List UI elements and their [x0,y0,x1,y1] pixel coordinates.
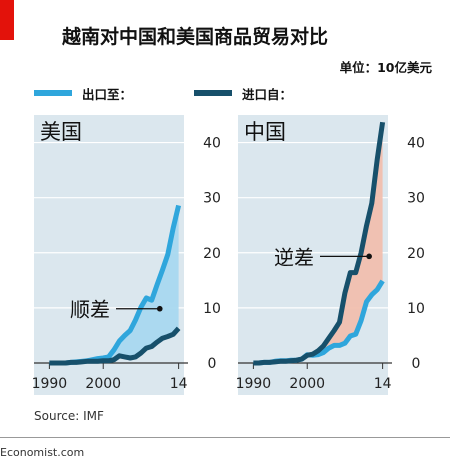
gap-area-1 [253,122,383,363]
x-tick-label-0-1: 2000 [85,376,121,392]
y-tick-label-0-3: 30 [203,191,221,207]
series-line-0-1 [49,326,181,366]
x-tick-label-0-2: 14 [170,376,188,392]
y-tick-label-1-0: 0 [412,356,421,372]
y-tick-label-0-4: 40 [203,136,221,152]
panel-label-0: 美国 [40,120,82,144]
legend-label-imports: 进口自： [242,86,293,102]
legend-item-imports: 进口自： [194,84,292,102]
panel-background-0 [34,115,184,395]
panel-label-1: 中国 [244,120,286,144]
x-tick-label-1-2: 14 [374,376,392,392]
y-tick-label-0-2: 20 [203,246,221,262]
brand-red-tag [0,0,14,40]
gap-area-0 [49,205,179,363]
legend-item-exports: 出口至： [34,84,132,102]
x-tick-label-0-0: 1990 [32,376,68,392]
x-tick-label-1-0: 1990 [236,376,272,392]
y-tick-label-1-2: 20 [407,246,425,262]
annotation-label-1: 逆差 [274,245,314,269]
x-tick-label-1-1: 2000 [289,376,325,392]
y-tick-label-0-1: 10 [203,301,221,317]
legend-swatch-exports [34,90,72,96]
series-line-1-1 [253,121,386,366]
y-tick-label-1-4: 40 [407,136,425,152]
annotation-dot-1 [366,253,372,260]
unit-label: 单位：10亿美元 [339,60,432,75]
y-tick-label-1-3: 30 [407,191,425,207]
footer-brand: Economist.com [0,446,85,459]
y-tick-label-1-1: 10 [407,301,425,317]
footer-divider [0,437,450,438]
legend-swatch-imports [194,90,232,96]
annotation-label-0: 顺差 [70,298,110,322]
annotation-dot-0 [156,305,163,312]
y-tick-label-0-0: 0 [208,356,217,372]
source-note: Source: IMF [34,409,104,423]
legend-label-exports: 出口至： [82,86,133,102]
chart-title: 越南对中国和美国商品贸易对比 [62,26,329,48]
